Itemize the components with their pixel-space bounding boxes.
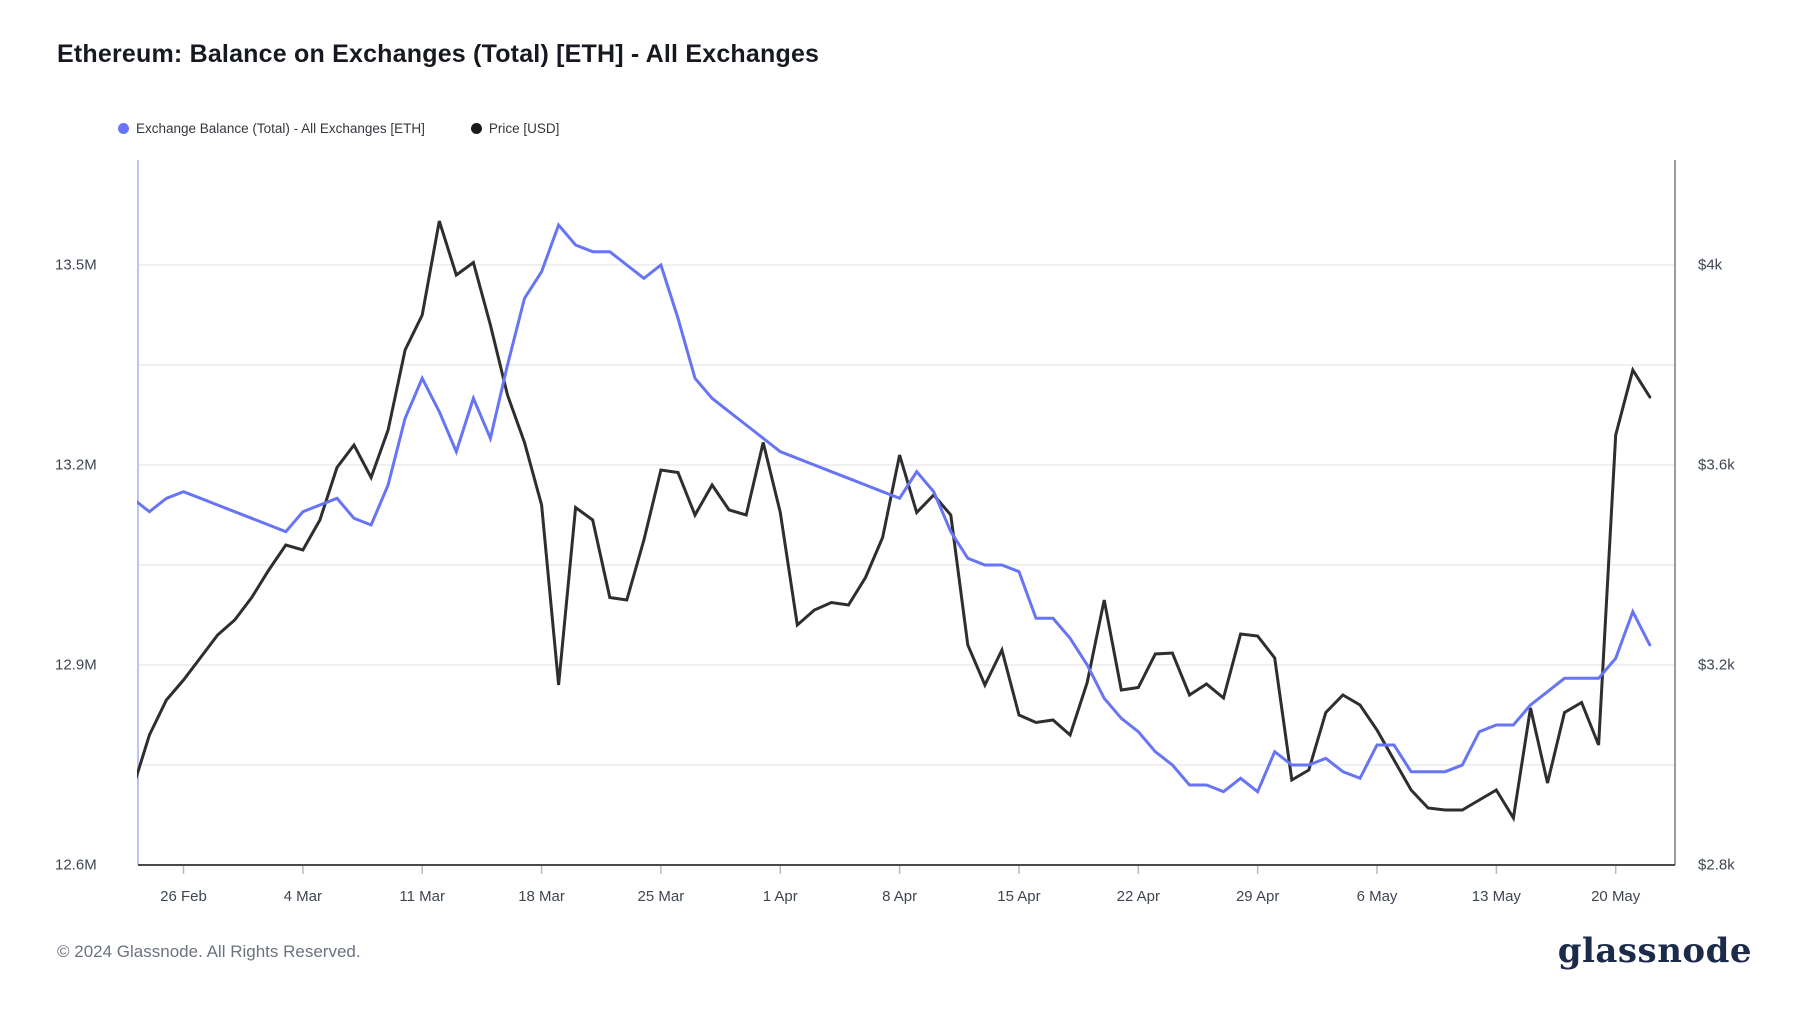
chart-legend: Exchange Balance (Total) - All Exchanges… bbox=[118, 121, 559, 136]
x-axis-label: 8 Apr bbox=[882, 888, 918, 905]
x-axis-label: 13 May bbox=[1471, 888, 1521, 905]
plot-borders bbox=[137, 160, 1676, 866]
x-axis-label: 18 Mar bbox=[518, 888, 565, 905]
x-axis-label: 15 Apr bbox=[997, 888, 1041, 905]
exchange-balance-line-series[interactable] bbox=[132, 222, 1652, 795]
page-title: Ethereum: Balance on Exchanges (Total) [… bbox=[57, 40, 820, 68]
y-axis-label-left: 13.2M bbox=[55, 456, 97, 474]
y-axis-label-right: $3.6k bbox=[1698, 456, 1735, 474]
x-axis-label: 25 Mar bbox=[637, 888, 685, 905]
y-axis-label-left: 13.5M bbox=[55, 256, 97, 274]
legend-price-label: Price [USD] bbox=[488, 121, 560, 136]
x-axis-label: 26 Feb bbox=[160, 888, 207, 905]
glassnode-logo: glassnode bbox=[1557, 931, 1752, 971]
legend-item-price[interactable]: Price [USD] bbox=[470, 121, 560, 136]
x-axis-label: 4 Mar bbox=[283, 888, 323, 905]
x-axis-label: 6 May bbox=[1356, 888, 1398, 905]
x-axis-label: 20 May bbox=[1591, 888, 1641, 905]
y-axis-label-left: 12.6M bbox=[55, 856, 97, 874]
legend-price-dot-icon bbox=[470, 123, 482, 134]
y-axis-label-right: $3.2k bbox=[1698, 656, 1735, 674]
copyright-text: © 2024 Glassnode. All Rights Reserved. bbox=[57, 942, 361, 961]
legend-balance-dot-icon bbox=[118, 123, 129, 134]
x-axis-label: 11 Mar bbox=[399, 888, 445, 905]
x-axis-label: 22 Apr bbox=[1116, 888, 1160, 905]
legend-item-exchange-balance[interactable]: Exchange Balance (Total) - All Exchanges… bbox=[118, 121, 425, 136]
y-axis-label-right: $2.8k bbox=[1698, 856, 1735, 874]
x-axis-label: 1 Apr bbox=[762, 888, 798, 905]
legend-balance-label: Exchange Balance (Total) - All Exchanges… bbox=[136, 121, 425, 136]
y-axis-label-right: $4k bbox=[1698, 256, 1723, 274]
x-axis-label: 29 Apr bbox=[1235, 888, 1280, 905]
y-axis-label-left: 12.9M bbox=[55, 656, 97, 674]
x-axis-ticks bbox=[182, 866, 1617, 874]
horizontal-gridlines bbox=[138, 264, 1675, 766]
